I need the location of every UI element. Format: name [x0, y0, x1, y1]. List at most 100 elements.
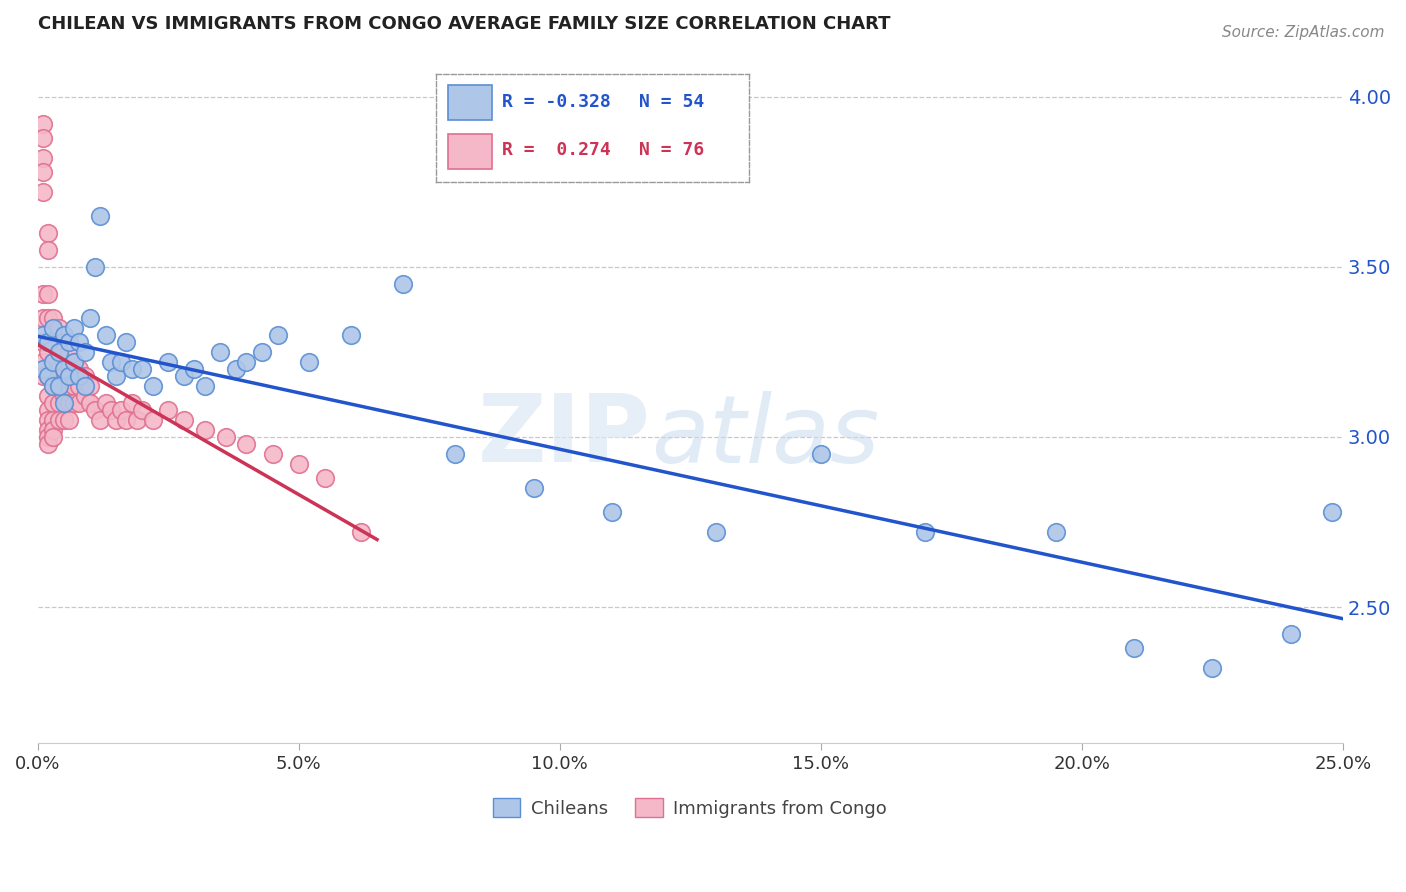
Point	[42, 310, 65, 325]
Point	[48, 413, 70, 427]
Point	[173, 413, 195, 427]
Text: atlas: atlas	[651, 391, 879, 482]
Point	[52, 334, 75, 349]
Point	[32, 287, 55, 301]
Point	[63, 355, 86, 369]
Point	[810, 447, 832, 461]
Point	[1045, 525, 1067, 540]
Point	[173, 368, 195, 383]
Point	[287, 457, 309, 471]
Point	[235, 437, 257, 451]
Point	[235, 355, 257, 369]
Point	[37, 430, 59, 444]
Point	[37, 334, 59, 349]
Point	[214, 430, 236, 444]
Point	[32, 368, 55, 383]
Point	[100, 355, 122, 369]
Point	[58, 379, 80, 393]
Point	[37, 413, 59, 427]
Point	[42, 396, 65, 410]
Point	[58, 413, 80, 427]
Point	[131, 362, 153, 376]
Point	[209, 345, 232, 359]
Point	[69, 334, 91, 349]
Point	[115, 413, 138, 427]
Point	[225, 362, 247, 376]
Point	[48, 379, 70, 393]
Point	[194, 379, 217, 393]
Point	[94, 396, 117, 410]
Point	[37, 423, 59, 437]
Legend: Chileans, Immigrants from Congo: Chileans, Immigrants from Congo	[486, 791, 894, 825]
Point	[37, 226, 59, 240]
Point	[141, 379, 163, 393]
Point	[340, 327, 363, 342]
Text: ZIP: ZIP	[478, 391, 651, 483]
Point	[141, 413, 163, 427]
Text: CHILEAN VS IMMIGRANTS FROM CONGO AVERAGE FAMILY SIZE CORRELATION CHART: CHILEAN VS IMMIGRANTS FROM CONGO AVERAGE…	[38, 15, 890, 33]
Point	[37, 287, 59, 301]
Point	[32, 355, 55, 369]
Point	[37, 368, 59, 383]
Point	[350, 525, 373, 540]
Point	[32, 164, 55, 178]
Point	[52, 355, 75, 369]
Point	[84, 260, 107, 274]
Point	[73, 379, 96, 393]
Point	[48, 345, 70, 359]
Point	[37, 345, 59, 359]
Point	[69, 396, 91, 410]
Point	[100, 402, 122, 417]
Point	[37, 389, 59, 403]
Point	[42, 334, 65, 349]
Point	[37, 243, 59, 257]
Point	[262, 447, 284, 461]
Point	[52, 389, 75, 403]
Point	[69, 379, 91, 393]
Point	[157, 402, 180, 417]
Point	[48, 379, 70, 393]
Point	[42, 379, 65, 393]
Point	[58, 345, 80, 359]
Point	[63, 396, 86, 410]
Point	[131, 402, 153, 417]
Point	[523, 481, 546, 495]
Point	[37, 437, 59, 451]
Point	[104, 368, 127, 383]
Point	[110, 402, 132, 417]
Point	[1123, 640, 1146, 655]
Point	[183, 362, 205, 376]
Point	[48, 345, 70, 359]
Point	[42, 413, 65, 427]
Point	[42, 430, 65, 444]
Point	[63, 379, 86, 393]
Point	[52, 327, 75, 342]
Point	[89, 413, 111, 427]
Point	[84, 402, 107, 417]
Point	[52, 396, 75, 410]
Point	[250, 345, 273, 359]
Point	[42, 423, 65, 437]
Point	[94, 327, 117, 342]
Point	[121, 396, 143, 410]
Point	[444, 447, 467, 461]
Point	[79, 310, 101, 325]
Point	[32, 185, 55, 199]
Point	[298, 355, 321, 369]
Point	[194, 423, 217, 437]
Point	[32, 151, 55, 165]
Point	[704, 525, 727, 540]
Point	[32, 334, 55, 349]
Point	[79, 379, 101, 393]
Point	[63, 355, 86, 369]
Point	[42, 321, 65, 335]
Point	[37, 402, 59, 417]
Point	[52, 362, 75, 376]
Point	[63, 321, 86, 335]
Point	[104, 413, 127, 427]
Point	[58, 334, 80, 349]
Point	[73, 368, 96, 383]
Point	[73, 345, 96, 359]
Point	[52, 368, 75, 383]
Point	[42, 355, 65, 369]
